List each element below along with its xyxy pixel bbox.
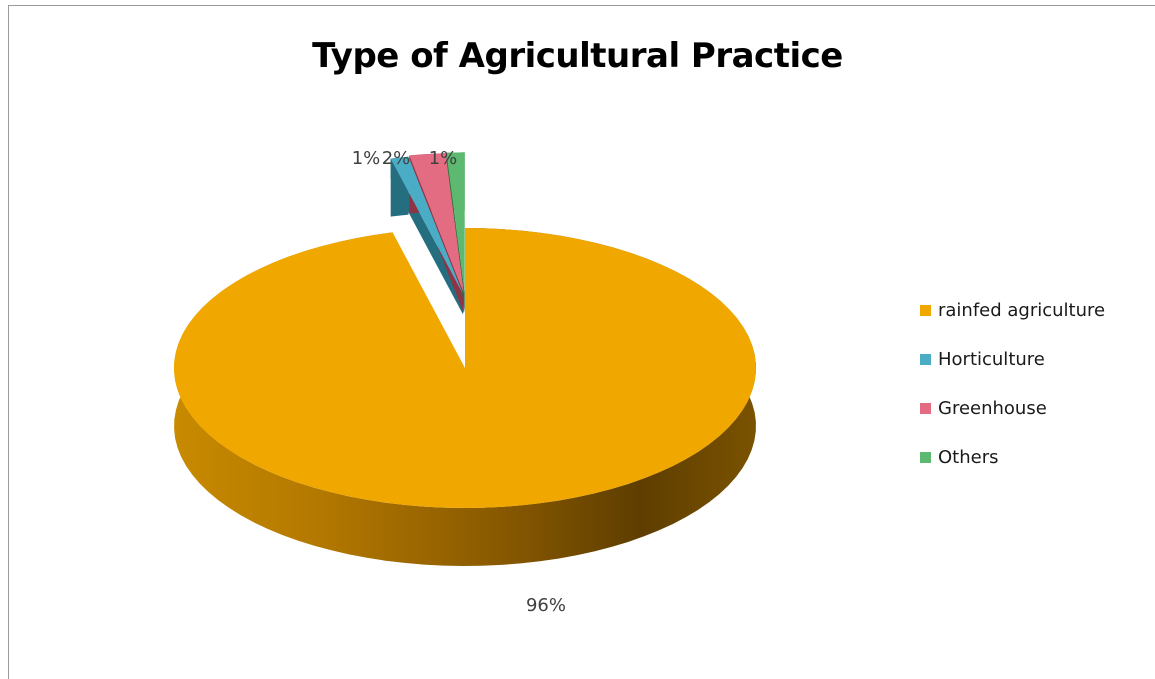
- pie-slice-others: [446, 152, 465, 293]
- legend-label: Others: [938, 446, 999, 468]
- pie-slice-wall-horticulture: [390, 158, 464, 315]
- pie-slice-horticulture: [390, 156, 464, 295]
- data-label-horticulture: 1%: [352, 148, 381, 169]
- legend-item-greenhouse: Greenhouse: [920, 396, 1105, 420]
- legend-item-others: Others: [920, 445, 1105, 469]
- legend: rainfed agriculture Horticulture Greenho…: [920, 298, 1105, 494]
- legend-label: rainfed agriculture: [938, 299, 1106, 321]
- legend-item-rainfed-agriculture: rainfed agriculture: [920, 298, 1105, 322]
- pie-slice-greenhouse: [409, 153, 464, 293]
- data-label-greenhouse: 2%: [382, 148, 411, 169]
- legend-item-horticulture: Horticulture: [920, 347, 1105, 371]
- legend-label: Horticulture: [938, 348, 1045, 370]
- legend-swatch: [920, 402, 931, 414]
- data-label-rainfed-agriculture: 96%: [526, 595, 566, 616]
- legend-swatch: [920, 304, 931, 316]
- legend-swatch: [920, 451, 931, 463]
- chart-title: Type of Agricultural Practice: [312, 36, 843, 76]
- legend-swatch: [920, 353, 931, 365]
- legend-label: Greenhouse: [938, 397, 1047, 419]
- pie-slice-rainfed-agriculture: [173, 228, 756, 508]
- data-label-others: 1%: [429, 148, 458, 169]
